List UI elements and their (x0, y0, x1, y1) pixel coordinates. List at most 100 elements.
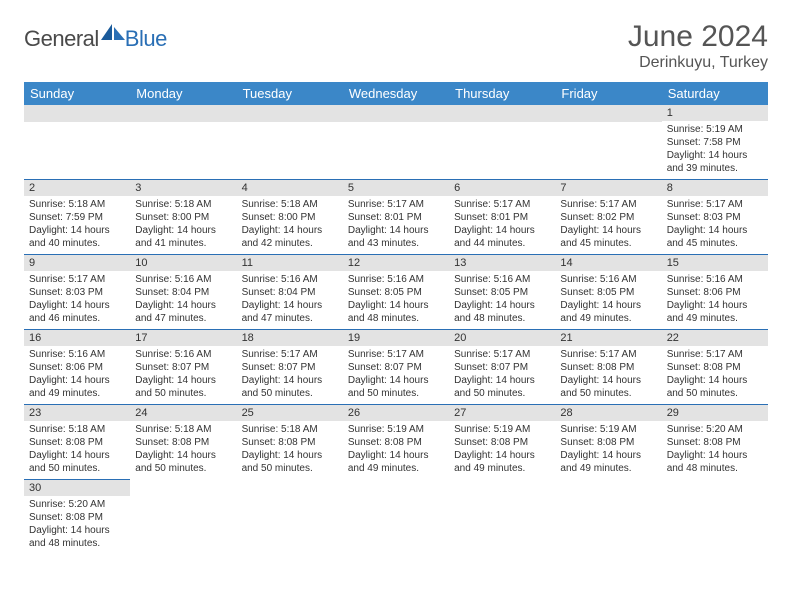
calendar-cell: 13Sunrise: 5:16 AMSunset: 8:05 PMDayligh… (449, 255, 555, 330)
calendar-cell: 11Sunrise: 5:16 AMSunset: 8:04 PMDayligh… (237, 255, 343, 330)
calendar-cell: 23Sunrise: 5:18 AMSunset: 8:08 PMDayligh… (24, 405, 130, 480)
day-info: Sunrise: 5:20 AMSunset: 8:08 PMDaylight:… (24, 496, 130, 554)
day-info: Sunrise: 5:16 AMSunset: 8:05 PMDaylight:… (555, 271, 661, 329)
calendar-cell: 27Sunrise: 5:19 AMSunset: 8:08 PMDayligh… (449, 405, 555, 480)
day-number: 4 (237, 180, 343, 196)
day-info: Sunrise: 5:16 AMSunset: 8:06 PMDaylight:… (24, 346, 130, 404)
day-number-empty (449, 105, 555, 122)
calendar-cell (449, 105, 555, 180)
day-number: 8 (662, 180, 768, 196)
calendar-cell: 2Sunrise: 5:18 AMSunset: 7:59 PMDaylight… (24, 180, 130, 255)
calendar-table: Sunday Monday Tuesday Wednesday Thursday… (24, 82, 768, 554)
calendar-cell: 17Sunrise: 5:16 AMSunset: 8:07 PMDayligh… (130, 330, 236, 405)
day-info: Sunrise: 5:17 AMSunset: 8:01 PMDaylight:… (343, 196, 449, 254)
calendar-cell (237, 105, 343, 180)
calendar-cell: 3Sunrise: 5:18 AMSunset: 8:00 PMDaylight… (130, 180, 236, 255)
day-number: 14 (555, 255, 661, 271)
day-number: 6 (449, 180, 555, 196)
calendar-cell: 15Sunrise: 5:16 AMSunset: 8:06 PMDayligh… (662, 255, 768, 330)
day-number: 23 (24, 405, 130, 421)
calendar-cell: 19Sunrise: 5:17 AMSunset: 8:07 PMDayligh… (343, 330, 449, 405)
calendar-body: 1Sunrise: 5:19 AMSunset: 7:58 PMDaylight… (24, 105, 768, 554)
day-number: 11 (237, 255, 343, 271)
calendar-cell (449, 480, 555, 555)
calendar-cell: 12Sunrise: 5:16 AMSunset: 8:05 PMDayligh… (343, 255, 449, 330)
day-number: 17 (130, 330, 236, 346)
day-info: Sunrise: 5:19 AMSunset: 8:08 PMDaylight:… (343, 421, 449, 479)
weekday-header: Saturday (662, 82, 768, 105)
calendar-cell: 10Sunrise: 5:16 AMSunset: 8:04 PMDayligh… (130, 255, 236, 330)
day-info: Sunrise: 5:19 AMSunset: 7:58 PMDaylight:… (662, 121, 768, 179)
day-number: 2 (24, 180, 130, 196)
calendar-cell: 4Sunrise: 5:18 AMSunset: 8:00 PMDaylight… (237, 180, 343, 255)
calendar-cell: 21Sunrise: 5:17 AMSunset: 8:08 PMDayligh… (555, 330, 661, 405)
day-info: Sunrise: 5:16 AMSunset: 8:04 PMDaylight:… (237, 271, 343, 329)
logo-text-general: General (24, 26, 99, 52)
day-info: Sunrise: 5:16 AMSunset: 8:05 PMDaylight:… (343, 271, 449, 329)
header: General Blue June 2024 Derinkuyu, Turkey (24, 20, 768, 72)
calendar-cell: 26Sunrise: 5:19 AMSunset: 8:08 PMDayligh… (343, 405, 449, 480)
day-number-empty (343, 105, 449, 122)
day-number: 19 (343, 330, 449, 346)
day-number: 22 (662, 330, 768, 346)
location: Derinkuyu, Turkey (628, 54, 768, 72)
calendar-row: 30Sunrise: 5:20 AMSunset: 8:08 PMDayligh… (24, 480, 768, 555)
day-info: Sunrise: 5:18 AMSunset: 8:08 PMDaylight:… (24, 421, 130, 479)
day-info: Sunrise: 5:18 AMSunset: 8:08 PMDaylight:… (130, 421, 236, 479)
day-number: 21 (555, 330, 661, 346)
sail-icon (101, 24, 125, 47)
calendar-cell: 5Sunrise: 5:17 AMSunset: 8:01 PMDaylight… (343, 180, 449, 255)
calendar-cell: 6Sunrise: 5:17 AMSunset: 8:01 PMDaylight… (449, 180, 555, 255)
calendar-cell (555, 480, 661, 555)
calendar-cell: 14Sunrise: 5:16 AMSunset: 8:05 PMDayligh… (555, 255, 661, 330)
day-info: Sunrise: 5:17 AMSunset: 8:03 PMDaylight:… (662, 196, 768, 254)
day-number: 29 (662, 405, 768, 421)
calendar-cell (343, 480, 449, 555)
weekday-header: Sunday (24, 82, 130, 105)
day-info: Sunrise: 5:16 AMSunset: 8:07 PMDaylight:… (130, 346, 236, 404)
weekday-header: Friday (555, 82, 661, 105)
day-info: Sunrise: 5:17 AMSunset: 8:01 PMDaylight:… (449, 196, 555, 254)
weekday-header-row: Sunday Monday Tuesday Wednesday Thursday… (24, 82, 768, 105)
day-info: Sunrise: 5:16 AMSunset: 8:04 PMDaylight:… (130, 271, 236, 329)
calendar-cell (343, 105, 449, 180)
month-title: June 2024 (628, 20, 768, 54)
calendar-cell: 29Sunrise: 5:20 AMSunset: 8:08 PMDayligh… (662, 405, 768, 480)
day-number: 1 (662, 105, 768, 121)
weekday-header: Wednesday (343, 82, 449, 105)
day-number: 20 (449, 330, 555, 346)
weekday-header: Thursday (449, 82, 555, 105)
calendar-cell: 24Sunrise: 5:18 AMSunset: 8:08 PMDayligh… (130, 405, 236, 480)
day-number: 27 (449, 405, 555, 421)
calendar-cell: 25Sunrise: 5:18 AMSunset: 8:08 PMDayligh… (237, 405, 343, 480)
day-info: Sunrise: 5:19 AMSunset: 8:08 PMDaylight:… (449, 421, 555, 479)
day-info: Sunrise: 5:18 AMSunset: 8:00 PMDaylight:… (237, 196, 343, 254)
calendar-cell: 7Sunrise: 5:17 AMSunset: 8:02 PMDaylight… (555, 180, 661, 255)
calendar-cell (662, 480, 768, 555)
calendar-cell: 18Sunrise: 5:17 AMSunset: 8:07 PMDayligh… (237, 330, 343, 405)
calendar-cell: 16Sunrise: 5:16 AMSunset: 8:06 PMDayligh… (24, 330, 130, 405)
calendar-cell (237, 480, 343, 555)
weekday-header: Tuesday (237, 82, 343, 105)
logo-text-blue: Blue (125, 26, 167, 52)
day-info: Sunrise: 5:20 AMSunset: 8:08 PMDaylight:… (662, 421, 768, 479)
day-info: Sunrise: 5:18 AMSunset: 7:59 PMDaylight:… (24, 196, 130, 254)
day-info: Sunrise: 5:19 AMSunset: 8:08 PMDaylight:… (555, 421, 661, 479)
calendar-row: 23Sunrise: 5:18 AMSunset: 8:08 PMDayligh… (24, 405, 768, 480)
day-info: Sunrise: 5:16 AMSunset: 8:05 PMDaylight:… (449, 271, 555, 329)
calendar-row: 1Sunrise: 5:19 AMSunset: 7:58 PMDaylight… (24, 105, 768, 180)
day-number: 7 (555, 180, 661, 196)
day-info: Sunrise: 5:17 AMSunset: 8:02 PMDaylight:… (555, 196, 661, 254)
day-number: 9 (24, 255, 130, 271)
day-number: 10 (130, 255, 236, 271)
day-info: Sunrise: 5:17 AMSunset: 8:07 PMDaylight:… (343, 346, 449, 404)
calendar-cell (130, 105, 236, 180)
calendar-cell: 9Sunrise: 5:17 AMSunset: 8:03 PMDaylight… (24, 255, 130, 330)
calendar-cell: 1Sunrise: 5:19 AMSunset: 7:58 PMDaylight… (662, 105, 768, 180)
day-info: Sunrise: 5:17 AMSunset: 8:03 PMDaylight:… (24, 271, 130, 329)
day-number-empty (130, 105, 236, 122)
day-info: Sunrise: 5:17 AMSunset: 8:07 PMDaylight:… (237, 346, 343, 404)
calendar-cell (555, 105, 661, 180)
day-number: 28 (555, 405, 661, 421)
day-info: Sunrise: 5:18 AMSunset: 8:08 PMDaylight:… (237, 421, 343, 479)
